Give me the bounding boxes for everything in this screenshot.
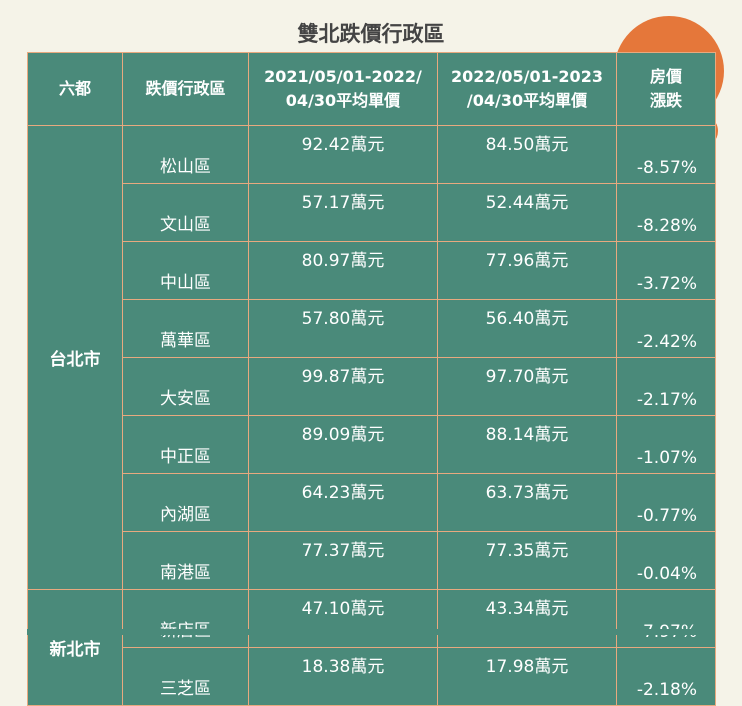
price-prev-cell: 99.87萬元 bbox=[248, 357, 438, 416]
price-prev-cell: 92.42萬元 bbox=[248, 125, 438, 184]
change-cell: -0.04% bbox=[616, 531, 716, 590]
change-cell: -2.18% bbox=[616, 647, 716, 706]
city-cell-new-taipei: 新北市 bbox=[27, 589, 123, 706]
price-prev-cell: 77.37萬元 bbox=[248, 531, 438, 590]
district-cell: 三芝區 bbox=[122, 647, 249, 706]
header-change-line1: 房價 bbox=[649, 67, 682, 86]
price-curr-cell: 52.44萬元 bbox=[437, 183, 617, 242]
table-row: 萬華區 57.80萬元 56.40萬元 -2.42% bbox=[28, 299, 716, 358]
header-price-prev: 2021/05/01-2022/ 04/30平均單價 bbox=[248, 52, 438, 126]
table-row: 中正區 89.09萬元 88.14萬元 -1.07% bbox=[28, 415, 716, 474]
district-cell: 中正區 bbox=[122, 415, 249, 474]
price-curr-cell: 43.34萬元 bbox=[437, 589, 617, 648]
table-header-row: 六都 跌價行政區 2021/05/01-2022/ 04/30平均單價 2022… bbox=[27, 52, 716, 126]
header-district: 跌價行政區 bbox=[122, 52, 249, 126]
district-cell: 文山區 bbox=[122, 183, 249, 242]
price-prev-cell: 64.23萬元 bbox=[248, 473, 438, 532]
price-curr-cell: 56.40萬元 bbox=[437, 299, 617, 358]
price-prev-cell: 57.17萬元 bbox=[248, 183, 438, 242]
price-curr-cell: 88.14萬元 bbox=[437, 415, 617, 474]
table-row: 南港區 77.37萬元 77.35萬元 -0.04% bbox=[28, 531, 716, 590]
price-curr-cell: 77.35萬元 bbox=[437, 531, 617, 590]
change-cell: -3.72% bbox=[616, 241, 716, 300]
price-curr-cell: 17.98萬元 bbox=[437, 647, 617, 706]
price-drop-table: 六都 跌價行政區 2021/05/01-2022/ 04/30平均單價 2022… bbox=[27, 52, 716, 706]
change-cell: -7.97% bbox=[616, 589, 716, 648]
change-cell: -8.28% bbox=[616, 183, 716, 242]
table-row: 新北市 新店區 47.10萬元 43.34萬元 -7.97% bbox=[27, 589, 716, 706]
district-cell: 中山區 bbox=[122, 241, 249, 300]
header-price-prev-line1: 2021/05/01-2022/ bbox=[264, 67, 422, 86]
district-cell: 新店區 bbox=[122, 589, 249, 648]
price-prev-cell: 89.09萬元 bbox=[248, 415, 438, 474]
header-change: 房價 漲跌 bbox=[616, 52, 716, 126]
price-curr-cell: 77.96萬元 bbox=[437, 241, 617, 300]
district-cell: 大安區 bbox=[122, 357, 249, 416]
header-price-curr: 2022/05/01-2023 /04/30平均單價 bbox=[437, 52, 617, 126]
change-cell: -8.57% bbox=[616, 125, 716, 184]
change-cell: -2.42% bbox=[616, 299, 716, 358]
header-change-line2: 漲跌 bbox=[649, 91, 682, 110]
table-row: 中山區 80.97萬元 77.96萬元 -3.72% bbox=[28, 241, 716, 300]
table-row: 大安區 99.87萬元 97.70萬元 -2.17% bbox=[28, 357, 716, 416]
change-cell: -2.17% bbox=[616, 357, 716, 416]
price-prev-cell: 57.80萬元 bbox=[248, 299, 438, 358]
district-cell: 松山區 bbox=[122, 125, 249, 184]
header-price-curr-line1: 2022/05/01-2023 bbox=[451, 67, 603, 86]
district-cell: 萬華區 bbox=[122, 299, 249, 358]
price-prev-cell: 18.38萬元 bbox=[248, 647, 438, 706]
page-title: 雙北跌價行政區 bbox=[297, 22, 445, 46]
price-prev-cell: 47.10萬元 bbox=[248, 589, 438, 648]
city-cell-taipei: 台北市 bbox=[27, 125, 123, 590]
change-cell: -1.07% bbox=[616, 415, 716, 474]
price-prev-cell: 80.97萬元 bbox=[248, 241, 438, 300]
header-price-curr-line2: /04/30平均單價 bbox=[466, 91, 588, 110]
district-cell: 南港區 bbox=[122, 531, 249, 590]
table-row: 內湖區 64.23萬元 63.73萬元 -0.77% bbox=[28, 473, 716, 532]
price-curr-cell: 84.50萬元 bbox=[437, 125, 617, 184]
table-row: 文山區 57.17萬元 52.44萬元 -8.28% bbox=[28, 183, 716, 242]
header-price-prev-line2: 04/30平均單價 bbox=[285, 91, 401, 110]
table-row: 台北市 松山區 92.42萬元 84.50萬元 -8.57% bbox=[27, 125, 716, 590]
district-cell: 內湖區 bbox=[122, 473, 249, 532]
price-curr-cell: 97.70萬元 bbox=[437, 357, 617, 416]
table-row: 三芝區 18.38萬元 17.98萬元 -2.18% bbox=[28, 647, 716, 706]
price-curr-cell: 63.73萬元 bbox=[437, 473, 617, 532]
header-city: 六都 bbox=[27, 52, 123, 126]
change-cell: -0.77% bbox=[616, 473, 716, 532]
table-bottom-strip bbox=[27, 629, 715, 635]
